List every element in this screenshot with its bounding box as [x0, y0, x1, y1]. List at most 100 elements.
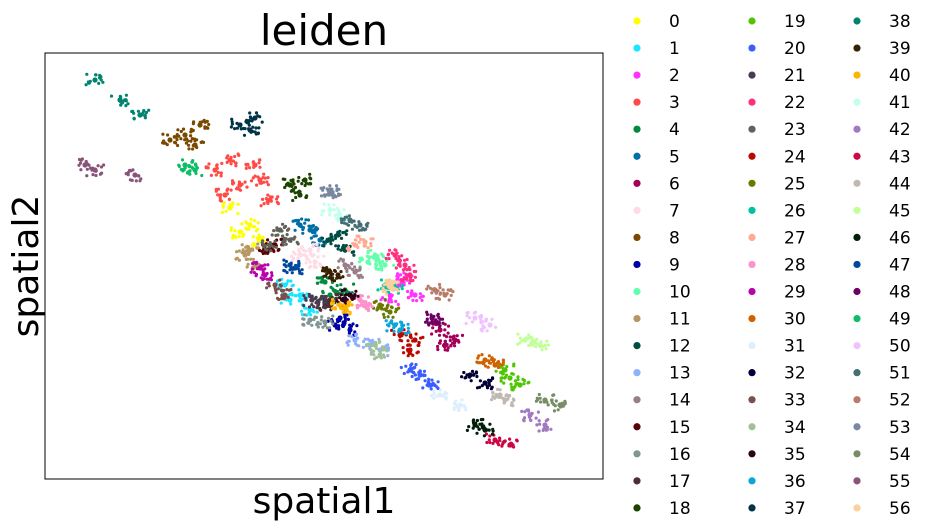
point-cluster-44-0-dot-4 [496, 387, 500, 391]
point-cluster-37-1-dot-6 [247, 123, 251, 127]
point-cluster-49-0-dot-12 [183, 166, 187, 170]
point-cluster-23-2-dot-6 [268, 241, 272, 245]
point-cluster-3-0-dot-0 [207, 162, 211, 166]
point-cluster-30-1-dot-1 [486, 359, 491, 363]
point-cluster-16-0-dot-2 [310, 323, 314, 327]
legend-label-40: 40 [889, 66, 911, 86]
point-cluster-3-2-dot-6 [251, 160, 255, 164]
point-cluster-19-0-dot-6 [499, 379, 503, 383]
point-cluster-45-1-dot-10 [539, 340, 543, 344]
point-cluster-22-2-dot-2 [411, 278, 415, 283]
point-cluster-37-2-dot-9 [254, 111, 259, 115]
point-cluster-3-6-dot-2 [234, 164, 238, 168]
point-cluster-14-1-dot-9 [346, 273, 350, 277]
point-cluster-0-3-dot-9 [245, 227, 249, 231]
point-cluster-41-0-dot-9 [328, 212, 332, 216]
point-cluster-55-2-dot-10 [138, 179, 142, 183]
point-cluster-10-2-dot-0 [368, 262, 372, 266]
point-cluster-48-0-dot-8 [436, 313, 440, 317]
point-cluster-38-2-dot-11 [147, 108, 151, 112]
point-cluster-8-2 [197, 122, 203, 128]
point-cluster-3-5-dot-9 [253, 174, 257, 178]
point-cluster-43-0-dot-10 [487, 438, 491, 442]
legend-label-37: 37 [784, 499, 806, 519]
point-cluster-53-1-dot-5 [325, 187, 329, 191]
point-cluster-8-0-dot-7 [176, 143, 180, 148]
point-cluster-30-1-dot-13 [501, 360, 505, 364]
legend-label-0: 0 [669, 12, 680, 32]
point-cluster-2-1-dot-9 [418, 295, 422, 300]
point-cluster-2-3-dot-10 [390, 293, 394, 297]
point-cluster-3-5-dot-12 [256, 175, 260, 179]
point-cluster-11-2-dot-7 [246, 248, 250, 252]
point-cluster-16-1-dot-2 [316, 320, 320, 324]
legend-label-43: 43 [889, 147, 911, 167]
point-cluster-21-0-dot-12 [309, 298, 313, 302]
point-cluster-34-0-dot-12 [374, 343, 378, 347]
point-cluster-19-1-dot-7 [519, 383, 523, 387]
point-cluster-49-1-dot-13 [195, 166, 199, 170]
point-cluster-34-1-dot-8 [372, 357, 377, 361]
point-cluster-34-1-dot-2 [379, 350, 383, 354]
point-cluster-55-0-dot-6 [80, 157, 84, 161]
point-cluster-35-0-dot-13 [335, 299, 339, 303]
point-cluster-39-0-dot-4 [321, 266, 325, 270]
legend-label-25: 25 [784, 174, 806, 194]
point-cluster-18-2-dot-12 [308, 172, 312, 176]
point-cluster-18-2-dot-11 [307, 182, 311, 186]
point-cluster-19-1-dot-12 [521, 377, 525, 381]
point-cluster-37-0-dot-7 [230, 122, 234, 126]
point-cluster-36-1-dot-3 [400, 323, 404, 327]
point-cluster-54-0-dot-12 [545, 400, 549, 404]
point-cluster-19-0-dot-4 [499, 376, 503, 380]
point-cluster-9-2-dot-5 [345, 313, 349, 317]
point-cluster-3-3-dot-6 [262, 202, 266, 206]
point-cluster-11-0-dot-3 [234, 257, 238, 261]
point-cluster-6-1-dot-11 [460, 333, 465, 337]
point-cluster-13-0-dot-12 [355, 343, 359, 347]
point-cluster-19-2-dot-13 [505, 365, 509, 369]
point-cluster-14-0-dot-1 [341, 258, 345, 262]
point-cluster-33-1 [282, 292, 288, 298]
point-cluster-3-4-dot-5 [227, 197, 231, 201]
point-cluster-37-1-dot-2 [242, 133, 247, 137]
point-cluster-12-1-dot-1 [336, 247, 340, 251]
point-cluster-24-1-dot-7 [417, 341, 421, 345]
point-cluster-33-0-dot-13 [273, 287, 278, 291]
point-cluster-54-0-dot-8 [537, 392, 541, 397]
point-cluster-5-0-dot-7 [295, 222, 299, 226]
legend-label-29: 29 [784, 283, 806, 303]
point-cluster-53-1-dot-0 [331, 191, 335, 195]
point-cluster-19-1-dot-10 [515, 382, 520, 386]
point-cluster-53-1-dot-4 [330, 187, 334, 191]
point-cluster-49-0-dot-13 [190, 160, 194, 164]
point-cluster-30-0-dot-10 [481, 360, 485, 364]
point-cluster-6-1-dot-12 [457, 340, 461, 344]
point-cluster-43-1-dot-10 [508, 437, 512, 441]
point-cluster-8-0-dot-12 [175, 138, 179, 142]
point-cluster-3-6-dot-10 [220, 161, 224, 165]
point-cluster-54-0-dot-13 [538, 396, 542, 400]
point-cluster-56-1-dot-2 [384, 292, 389, 296]
legend-marker-38 [853, 17, 861, 25]
point-cluster-7-2-dot-9 [303, 249, 308, 253]
point-cluster-50-1-dot-12 [480, 329, 484, 333]
point-cluster-28-1-dot-8 [366, 308, 371, 313]
point-cluster-5-0-dot-1 [303, 221, 307, 225]
point-cluster-20-1-dot-13 [423, 379, 427, 383]
point-cluster-50-1-dot-8 [481, 320, 485, 324]
point-cluster-8-0-dot-6 [174, 141, 178, 145]
point-cluster-7-1-dot-10 [304, 261, 308, 265]
point-cluster-7-2-dot-7 [312, 253, 316, 257]
point-cluster-24-1-dot-2 [414, 332, 418, 336]
point-cluster-16-1-dot-11 [326, 316, 331, 320]
point-cluster-8-2-dot-10 [191, 122, 195, 126]
point-cluster-4-2-dot-10 [331, 287, 335, 291]
point-cluster-27-1-dot-8 [369, 237, 373, 241]
point-cluster-29-1-dot-6 [254, 274, 258, 278]
point-cluster-9-1-dot-12 [348, 323, 352, 327]
point-cluster-20-1-dot-8 [416, 377, 420, 381]
point-cluster-53-0-dot-4 [328, 184, 332, 188]
point-cluster-53-1-dot-13 [337, 187, 341, 191]
point-cluster-3-3-dot-12 [259, 204, 263, 208]
